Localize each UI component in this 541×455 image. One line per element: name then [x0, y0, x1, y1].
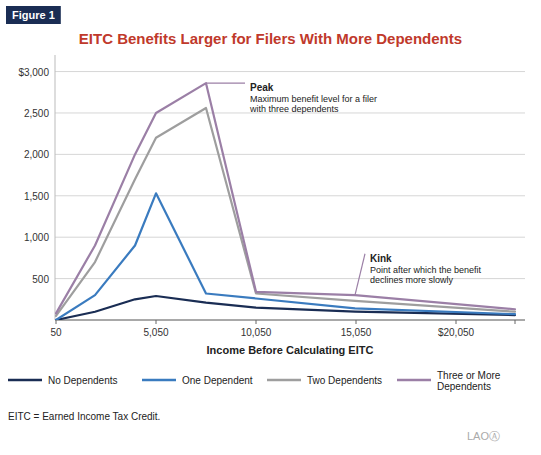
- series-line: [56, 193, 515, 320]
- x-axis-label: Income Before Calculating EITC: [207, 344, 374, 356]
- annotation-line: [355, 254, 365, 295]
- legend-swatch: [397, 379, 431, 382]
- annotations: PeakMaximum benefit level for a filerwit…: [206, 82, 482, 295]
- legend-entry: One Dependent: [182, 375, 253, 386]
- legend-entry: Three or MoreDependents: [437, 370, 501, 392]
- series-line: [56, 83, 515, 313]
- y-tick-label: $3,000: [18, 67, 49, 78]
- footnote: EITC = Earned Income Tax Credit.: [8, 411, 160, 422]
- x-axis-line: [55, 320, 525, 321]
- y-tick-label: 500: [32, 274, 49, 285]
- x-tick: [156, 320, 157, 324]
- y-tick-label: 2,000: [24, 149, 49, 160]
- title: EITC Benefits Larger for Filers With Mor…: [79, 30, 462, 47]
- y-grid: [55, 72, 525, 320]
- x-tick-label: 15,050: [341, 327, 372, 338]
- x-tick: [356, 320, 357, 324]
- x-tick: [256, 320, 257, 324]
- legend: No Dependents One Dependent Two Dependents…: [8, 370, 501, 392]
- grid-line: [55, 71, 525, 72]
- x-tick: [515, 320, 516, 324]
- x-tick-label: $20,050: [438, 327, 475, 338]
- annotation-line: [206, 83, 245, 84]
- figure-label-box: Figure 1: [6, 6, 61, 24]
- y-tick-label: 1,500: [24, 191, 49, 202]
- annotation-text: Maximum benefit level for a filerwith th…: [249, 94, 377, 114]
- legend-swatch: [267, 379, 301, 382]
- grid-line: [55, 195, 525, 196]
- logo: LAOⒶ: [467, 430, 500, 442]
- annotation-title: Kink: [370, 253, 392, 264]
- grid-line: [55, 237, 525, 238]
- x-tick-label: 5,050: [143, 327, 168, 338]
- figure-label: Figure 1: [12, 9, 55, 21]
- annotation-title: Peak: [250, 82, 274, 93]
- y-tick-label: 1,000: [24, 232, 49, 243]
- x-tick: [56, 320, 57, 324]
- series-line: [56, 108, 515, 316]
- legend-swatch: [142, 379, 176, 382]
- legend-entry: Two Dependents: [307, 375, 382, 386]
- legend-swatch: [8, 379, 42, 382]
- grid-line: [55, 278, 525, 279]
- y-tick-label: 2,500: [24, 108, 49, 119]
- chart: Figure 1 EITC Benefits Larger for Filers …: [0, 0, 541, 455]
- x-tick-label: 50: [50, 327, 62, 338]
- series-lines: [56, 83, 515, 320]
- annotation-text: Point after which the benefitdeclines mo…: [370, 265, 482, 285]
- figure-label-background: [6, 6, 61, 24]
- x-tick-label: 10,050: [241, 327, 272, 338]
- x-tick: [456, 320, 457, 324]
- legend-entry: No Dependents: [48, 375, 118, 386]
- grid-line: [55, 320, 525, 321]
- y-axis-line: [55, 55, 56, 320]
- grid-line: [55, 154, 525, 155]
